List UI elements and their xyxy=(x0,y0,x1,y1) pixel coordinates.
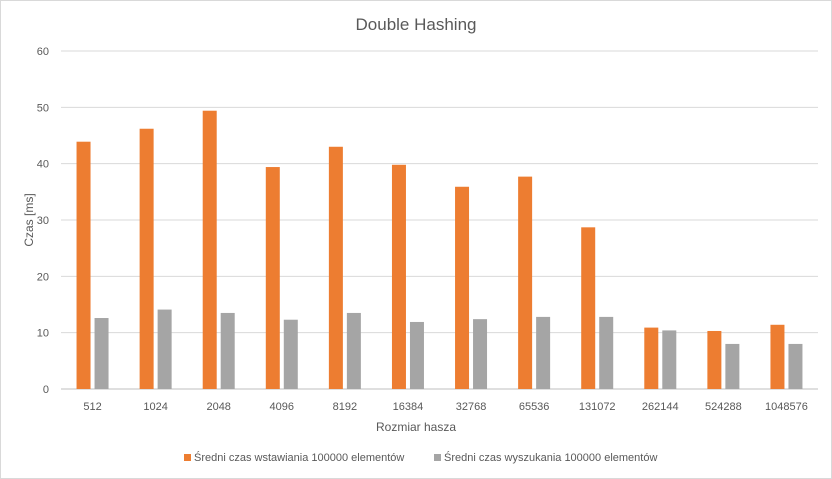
bar-search-65536 xyxy=(536,316,551,389)
x-tick-label: 8192 xyxy=(333,401,357,413)
x-tick-label: 262144 xyxy=(642,401,679,413)
bar-insert-262144 xyxy=(644,327,659,389)
bar-search-16384 xyxy=(409,321,424,389)
bar-insert-65536 xyxy=(518,176,533,389)
y-tick-label: 60 xyxy=(37,46,49,58)
legend-label: Średni czas wyszukania 100000 elementów xyxy=(444,451,657,464)
bar-search-262144 xyxy=(662,330,677,389)
bar-insert-2048 xyxy=(202,110,217,390)
chart-title: Double Hashing xyxy=(356,15,477,34)
x-tick-label: 524288 xyxy=(705,401,742,413)
legend-swatch xyxy=(184,454,191,461)
x-tick-label: 16384 xyxy=(393,401,424,413)
bar-search-2048 xyxy=(220,312,235,389)
bar-search-1024 xyxy=(157,309,172,389)
y-axis-title: Czas [ms] xyxy=(22,193,36,246)
x-tick-label: 512 xyxy=(83,401,101,413)
x-tick-label: 32768 xyxy=(456,401,487,413)
y-tick-label: 30 xyxy=(37,215,49,227)
x-axis-title: Rozmiar hasza xyxy=(376,420,456,434)
x-tick-label: 4096 xyxy=(270,401,294,413)
bar-search-8192 xyxy=(346,312,361,389)
x-tick-label: 1048576 xyxy=(765,401,808,413)
y-tick-label: 40 xyxy=(37,159,49,171)
x-tick-label: 1024 xyxy=(143,401,167,413)
bar-search-4096 xyxy=(283,319,298,389)
bar-insert-512 xyxy=(76,141,91,389)
bar-insert-8192 xyxy=(328,146,343,389)
bar-insert-1048576 xyxy=(770,324,785,389)
bar-search-1048576 xyxy=(788,343,803,389)
legend-swatch xyxy=(434,454,441,461)
x-tick-label: 131072 xyxy=(579,401,616,413)
bar-insert-524288 xyxy=(707,330,722,389)
y-tick-label: 50 xyxy=(37,102,49,114)
bar-insert-4096 xyxy=(265,167,280,389)
x-tick-label: 2048 xyxy=(206,401,230,413)
legend-label: Średni czas wstawiania 100000 elementów xyxy=(194,451,404,464)
bar-search-524288 xyxy=(725,343,740,389)
bars xyxy=(76,110,803,390)
gridlines xyxy=(61,50,818,390)
bar-insert-32768 xyxy=(455,186,470,389)
bar-search-131072 xyxy=(599,316,614,389)
bar-insert-1024 xyxy=(139,128,154,389)
x-tick-labels: 512 1024 2048 4096 8192 16384 32768 65536 131072… xyxy=(83,401,808,413)
legend: Średni czas wstawiania 100000 elementów Ś… xyxy=(184,451,657,464)
bar-search-32768 xyxy=(473,319,488,389)
y-tick-label: 10 xyxy=(37,328,49,340)
x-tick-label: 65536 xyxy=(519,401,550,413)
bar-insert-131072 xyxy=(581,227,596,389)
bar-search-512 xyxy=(94,318,109,389)
y-tick-labels: 0 10 20 30 40 50 60 xyxy=(37,46,49,396)
y-tick-label: 0 xyxy=(43,384,49,396)
bar-insert-16384 xyxy=(391,164,406,389)
y-tick-label: 20 xyxy=(37,271,49,283)
